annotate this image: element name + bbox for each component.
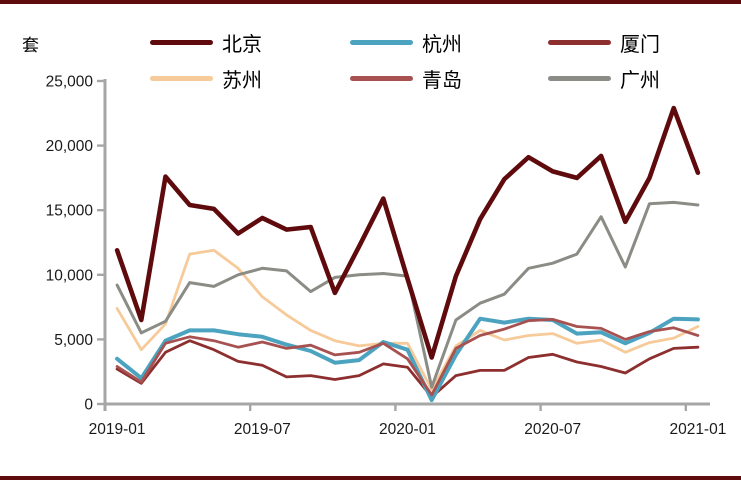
- legend-item-suzhou: 苏州: [150, 68, 262, 92]
- series-line-qingdao: [115, 317, 700, 397]
- y-tick-label: 15,000: [46, 203, 94, 220]
- legend-swatch-suzhou: [150, 75, 213, 81]
- y-tick-label: 5,000: [54, 332, 93, 349]
- series-line-beijing: [114, 105, 701, 360]
- series-line-suzhou: [115, 248, 700, 392]
- legend-label-suzhou: 苏州: [222, 67, 262, 92]
- series-line-xiamen: [115, 339, 700, 399]
- legend-label-xiamen: 厦门: [620, 31, 660, 56]
- legend-label-beijing: 北京: [222, 31, 262, 56]
- x-tick-label: 2019-07: [234, 421, 291, 438]
- y-tick-label: 0: [84, 397, 93, 414]
- legend-item-beijing: 北京: [150, 32, 262, 56]
- legend-swatch-beijing: [150, 39, 213, 45]
- legend-item-guangzhou: 广州: [548, 68, 660, 92]
- legend-swatch-qingdao: [350, 75, 413, 81]
- legend-item-hangzhou: 杭州: [350, 32, 462, 56]
- x-tick-label: 2020-07: [524, 421, 581, 438]
- x-tick-label: 2021-01: [669, 421, 726, 438]
- legend-swatch-xiamen: [548, 39, 611, 45]
- y-tick-label: 20,000: [46, 138, 94, 155]
- bottom-border: [0, 476, 741, 480]
- x-tick-label: 2019-01: [89, 421, 146, 438]
- legend-swatch-guangzhou: [548, 75, 611, 81]
- series-line-hangzhou: [115, 316, 700, 403]
- y-tick-label: 25,000: [46, 74, 94, 91]
- legend-label-hangzhou: 杭州: [422, 31, 462, 56]
- top-border: [0, 0, 741, 4]
- x-tick-label: 2020-01: [379, 421, 436, 438]
- y-tick-label: 10,000: [46, 267, 94, 284]
- legend-item-qingdao: 青岛: [350, 68, 462, 92]
- legend-label-qingdao: 青岛: [422, 67, 462, 92]
- legend-item-xiamen: 厦门: [548, 32, 660, 56]
- legend-swatch-hangzhou: [350, 39, 413, 45]
- legend-label-guangzhou: 广州: [620, 67, 660, 92]
- y-axis-unit-label: 套: [22, 36, 39, 56]
